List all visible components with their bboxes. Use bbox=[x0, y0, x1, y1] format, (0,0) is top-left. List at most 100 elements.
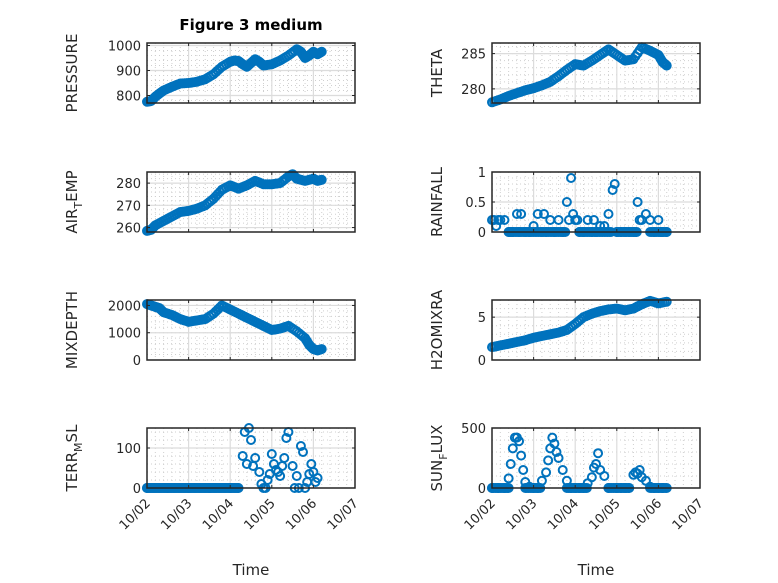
y-axis-label: H2OMIXRA bbox=[428, 289, 446, 370]
data-point bbox=[266, 449, 277, 459]
x-axis-label: Time bbox=[577, 561, 615, 579]
axes-box bbox=[146, 299, 356, 361]
y-label-part: TERR bbox=[63, 452, 81, 493]
y-tick-label: 0 bbox=[478, 354, 486, 369]
subplot-h2omixra: 0 5 H2OMIXRA bbox=[428, 289, 701, 370]
y-label-part: LUX bbox=[428, 425, 446, 454]
y-tick-label: 5 bbox=[478, 311, 486, 326]
y-tick-label: 0 bbox=[478, 226, 486, 241]
y-tick-label: 1 bbox=[478, 166, 486, 181]
data-point bbox=[298, 447, 308, 457]
data-point bbox=[653, 215, 664, 225]
x-tick-label: 10/03 bbox=[503, 496, 540, 533]
y-axis-label: MIXDEPTH bbox=[63, 291, 81, 369]
data-point bbox=[547, 432, 558, 443]
data-point bbox=[566, 173, 577, 183]
y-tick-label: 1000 bbox=[108, 327, 141, 342]
data-point bbox=[541, 467, 552, 478]
data-point bbox=[553, 453, 564, 463]
data-point bbox=[254, 467, 265, 477]
data-series-h2omixra bbox=[487, 295, 672, 353]
data-point bbox=[241, 459, 252, 469]
data-point bbox=[543, 455, 554, 466]
data-point bbox=[316, 46, 327, 57]
data-point bbox=[250, 453, 261, 463]
y-tick-label: 0 bbox=[133, 354, 141, 369]
data-point bbox=[507, 443, 518, 454]
x-tick-label: 10/03 bbox=[158, 496, 195, 533]
data-point bbox=[295, 441, 306, 451]
y-tick-label: 0 bbox=[478, 482, 486, 497]
x-tick-label: 10/04 bbox=[200, 496, 237, 533]
data-point bbox=[291, 471, 302, 481]
data-point bbox=[561, 197, 572, 207]
x-tick-label: 10/02 bbox=[117, 496, 154, 533]
x-axis-label: Time bbox=[232, 561, 270, 579]
y-axis-label: SUNFLUX bbox=[428, 425, 450, 492]
data-point bbox=[516, 450, 527, 461]
y-tick-label: 100 bbox=[116, 442, 141, 457]
data-point bbox=[532, 209, 543, 219]
y-tick-label: 500 bbox=[461, 422, 486, 437]
data-point bbox=[539, 209, 549, 219]
y-tick-label: 800 bbox=[116, 90, 141, 105]
y-label-subscript: M bbox=[72, 442, 85, 452]
subplot-rainfall: 0 0.5 1 RAINFALL bbox=[428, 166, 701, 241]
y-label-subscript: F bbox=[437, 453, 450, 459]
x-tick-label: 10/04 bbox=[545, 496, 582, 533]
y-axis-label: TERRMSL bbox=[63, 424, 85, 493]
y-axis-label: THETA bbox=[428, 48, 446, 98]
y-tick-label: 280 bbox=[116, 177, 141, 192]
data-point bbox=[599, 471, 610, 481]
data-point bbox=[237, 451, 248, 461]
y-tick-label: 270 bbox=[116, 199, 141, 214]
subplot-sun-flux: 0 500 SUNFLUX 10/02 10/03 10/04 10/05 10/06 10/0… bbox=[428, 422, 707, 579]
x-tick-label: 10/02 bbox=[462, 496, 499, 533]
data-point bbox=[557, 465, 568, 475]
data-point bbox=[588, 215, 599, 225]
data-point bbox=[551, 447, 562, 457]
x-tick-label: 10/05 bbox=[587, 496, 624, 533]
data-series-pressure bbox=[142, 44, 327, 107]
data-point bbox=[281, 433, 292, 443]
data-point bbox=[505, 459, 516, 469]
data-point bbox=[586, 472, 597, 483]
y-tick-label: 2000 bbox=[108, 299, 141, 314]
y-tick-label: 1000 bbox=[108, 40, 141, 55]
y-tick-label: 0 bbox=[133, 482, 141, 497]
data-point bbox=[503, 473, 514, 484]
data-point bbox=[632, 197, 643, 207]
data-point bbox=[518, 465, 529, 475]
data-point bbox=[514, 436, 525, 447]
data-point bbox=[593, 448, 604, 459]
data-point bbox=[572, 215, 583, 225]
subplot-air-temp: 260 270 280 AIRTEMP bbox=[63, 169, 356, 237]
axes-box bbox=[146, 42, 356, 104]
data-point bbox=[287, 461, 298, 471]
data-point bbox=[262, 475, 273, 485]
data-point bbox=[661, 296, 672, 307]
axes-box bbox=[146, 171, 356, 233]
y-axis-label: AIRTEMP bbox=[63, 170, 85, 233]
y-axis-label: PRESSURE bbox=[63, 34, 81, 113]
figure-title: Figure 3 medium bbox=[179, 16, 322, 34]
y-label-part: AIR bbox=[63, 209, 81, 234]
data-point bbox=[495, 215, 506, 225]
data-point bbox=[316, 174, 327, 185]
data-point bbox=[553, 215, 564, 225]
axes-box bbox=[491, 299, 701, 361]
x-tick-label: 10/06 bbox=[628, 496, 665, 533]
y-tick-label: 0.5 bbox=[465, 196, 486, 211]
data-point bbox=[516, 209, 527, 219]
data-point bbox=[607, 185, 618, 195]
x-tick-label: 10/07 bbox=[325, 496, 362, 533]
axes-box bbox=[491, 42, 701, 104]
subplot-theta: 280 285 THETA bbox=[428, 42, 701, 108]
data-point bbox=[246, 435, 256, 445]
data-point bbox=[661, 60, 672, 71]
y-label-subscript: T bbox=[72, 202, 85, 210]
y-tick-label: 280 bbox=[461, 83, 486, 98]
axes-box bbox=[146, 427, 356, 489]
subplot-pressure: 800 900 1000 PRESSURE bbox=[63, 34, 356, 113]
